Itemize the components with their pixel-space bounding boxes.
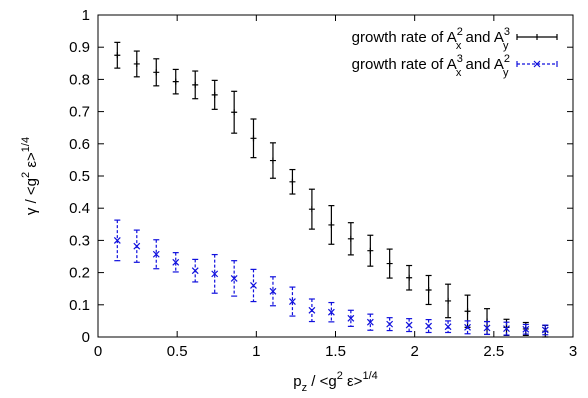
data-point xyxy=(308,306,316,314)
data-point xyxy=(133,60,140,67)
y-tick-label: 0.9 xyxy=(69,39,90,56)
data-point xyxy=(347,235,354,242)
y-tick-label: 0.5 xyxy=(69,168,90,185)
x-tick-label: 1.5 xyxy=(325,343,346,360)
axis-ticks: 0 0.5 1 1.5 2 2.5 3 0 0.1 0.2 0.3 0.4 0.5 0.6 0.7 0.8 0.… xyxy=(69,7,577,360)
data-point xyxy=(425,286,432,293)
plot-frame xyxy=(97,14,574,338)
data-point xyxy=(406,274,413,281)
legend-label: growth rate of A3 x and A2 y xyxy=(352,53,510,79)
data-point xyxy=(211,270,219,278)
data-point xyxy=(445,297,452,304)
series-2 xyxy=(113,219,549,336)
legend-marker xyxy=(533,60,541,68)
data-point xyxy=(289,298,296,306)
data-point xyxy=(113,236,121,244)
series-1 xyxy=(114,41,549,338)
data-point xyxy=(347,314,355,322)
data-point xyxy=(366,318,374,326)
data-point xyxy=(522,325,530,333)
x-tick-label: 0.5 xyxy=(167,343,188,360)
data-point xyxy=(464,323,471,331)
x-tick-label: 2.5 xyxy=(483,343,504,360)
data-point xyxy=(191,267,199,275)
data-point xyxy=(153,69,160,76)
data-point xyxy=(231,109,238,116)
y-tick-label: 0.3 xyxy=(69,232,90,249)
plot-data xyxy=(113,41,549,338)
data-point xyxy=(405,321,413,329)
x-axis-label: pz / <g2 ε>1/4 xyxy=(293,370,378,394)
data-point xyxy=(503,325,510,333)
data-point xyxy=(192,81,199,88)
data-point xyxy=(328,221,335,228)
data-point xyxy=(152,250,160,258)
data-point xyxy=(425,322,433,330)
x-tick-label: 2 xyxy=(410,343,418,360)
data-point xyxy=(483,324,491,332)
data-point xyxy=(386,320,394,328)
data-point xyxy=(289,178,296,185)
y-tick-label: 1 xyxy=(82,7,90,24)
data-point xyxy=(133,242,141,250)
data-point xyxy=(269,157,276,164)
y-tick-label: 0.1 xyxy=(69,297,90,314)
data-point xyxy=(114,52,121,59)
x-tick-label: 1 xyxy=(252,343,260,360)
data-point xyxy=(386,260,393,267)
data-point xyxy=(541,326,549,334)
data-point xyxy=(250,135,257,142)
data-point xyxy=(269,287,277,295)
data-point xyxy=(172,78,179,85)
y-tick-label: 0.2 xyxy=(69,265,90,282)
data-point xyxy=(250,282,257,289)
data-point xyxy=(367,247,374,254)
data-point xyxy=(327,308,335,316)
x-tick-label: 0 xyxy=(94,343,102,360)
data-point xyxy=(464,308,471,315)
y-tick-label: 0.8 xyxy=(69,71,90,88)
y-tick-label: 0 xyxy=(82,329,90,346)
legend-label: growth rate of A2 x and A3 y xyxy=(352,26,510,52)
data-point xyxy=(172,258,180,266)
data-point xyxy=(230,274,238,282)
data-point xyxy=(211,91,218,98)
y-tick-label: 0.6 xyxy=(69,136,90,153)
y-tick-label: 0.7 xyxy=(69,104,90,121)
y-axis-label: γ / <g2 ε>1/4 xyxy=(20,137,40,215)
data-point xyxy=(444,323,452,331)
y-tick-label: 0.4 xyxy=(69,200,90,217)
data-point xyxy=(308,206,315,213)
x-tick-label: 3 xyxy=(569,343,577,360)
